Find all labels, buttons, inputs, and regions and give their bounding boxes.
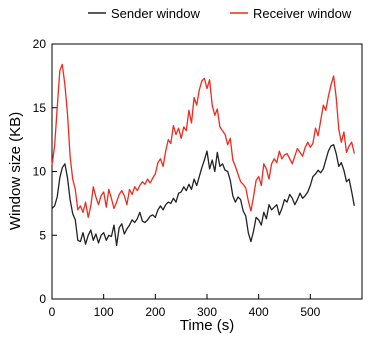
plot-frame [51,43,363,300]
legend-label-receiver: Receiver window [253,6,352,21]
y-tick-label: 0 [39,292,46,306]
x-axis-label: Time (s) [180,317,234,334]
y-tick-label: 10 [33,165,47,179]
x-tick-label: 0 [49,305,56,319]
legend-label-sender: Sender window [111,6,200,21]
y-tick-label: 15 [33,101,47,115]
x-tick-label: 400 [249,305,269,319]
y-tick-label: 5 [39,228,46,242]
x-axis: 0 100 200 300 400 500 [49,294,321,319]
y-tick-label: 20 [33,37,47,51]
y-axis-label: Window size (KB) [7,112,24,230]
x-tick-label: 500 [300,305,320,319]
x-tick-label: 100 [94,305,114,319]
legend: Sender window Receiver window [88,6,352,21]
y-axis: 0 5 10 15 20 [33,37,57,306]
series-line-receiver [51,63,355,219]
series-line-sender [51,144,355,247]
x-tick-label: 200 [145,305,165,319]
x-tick-label: 300 [197,305,217,319]
series-layer [51,63,355,247]
